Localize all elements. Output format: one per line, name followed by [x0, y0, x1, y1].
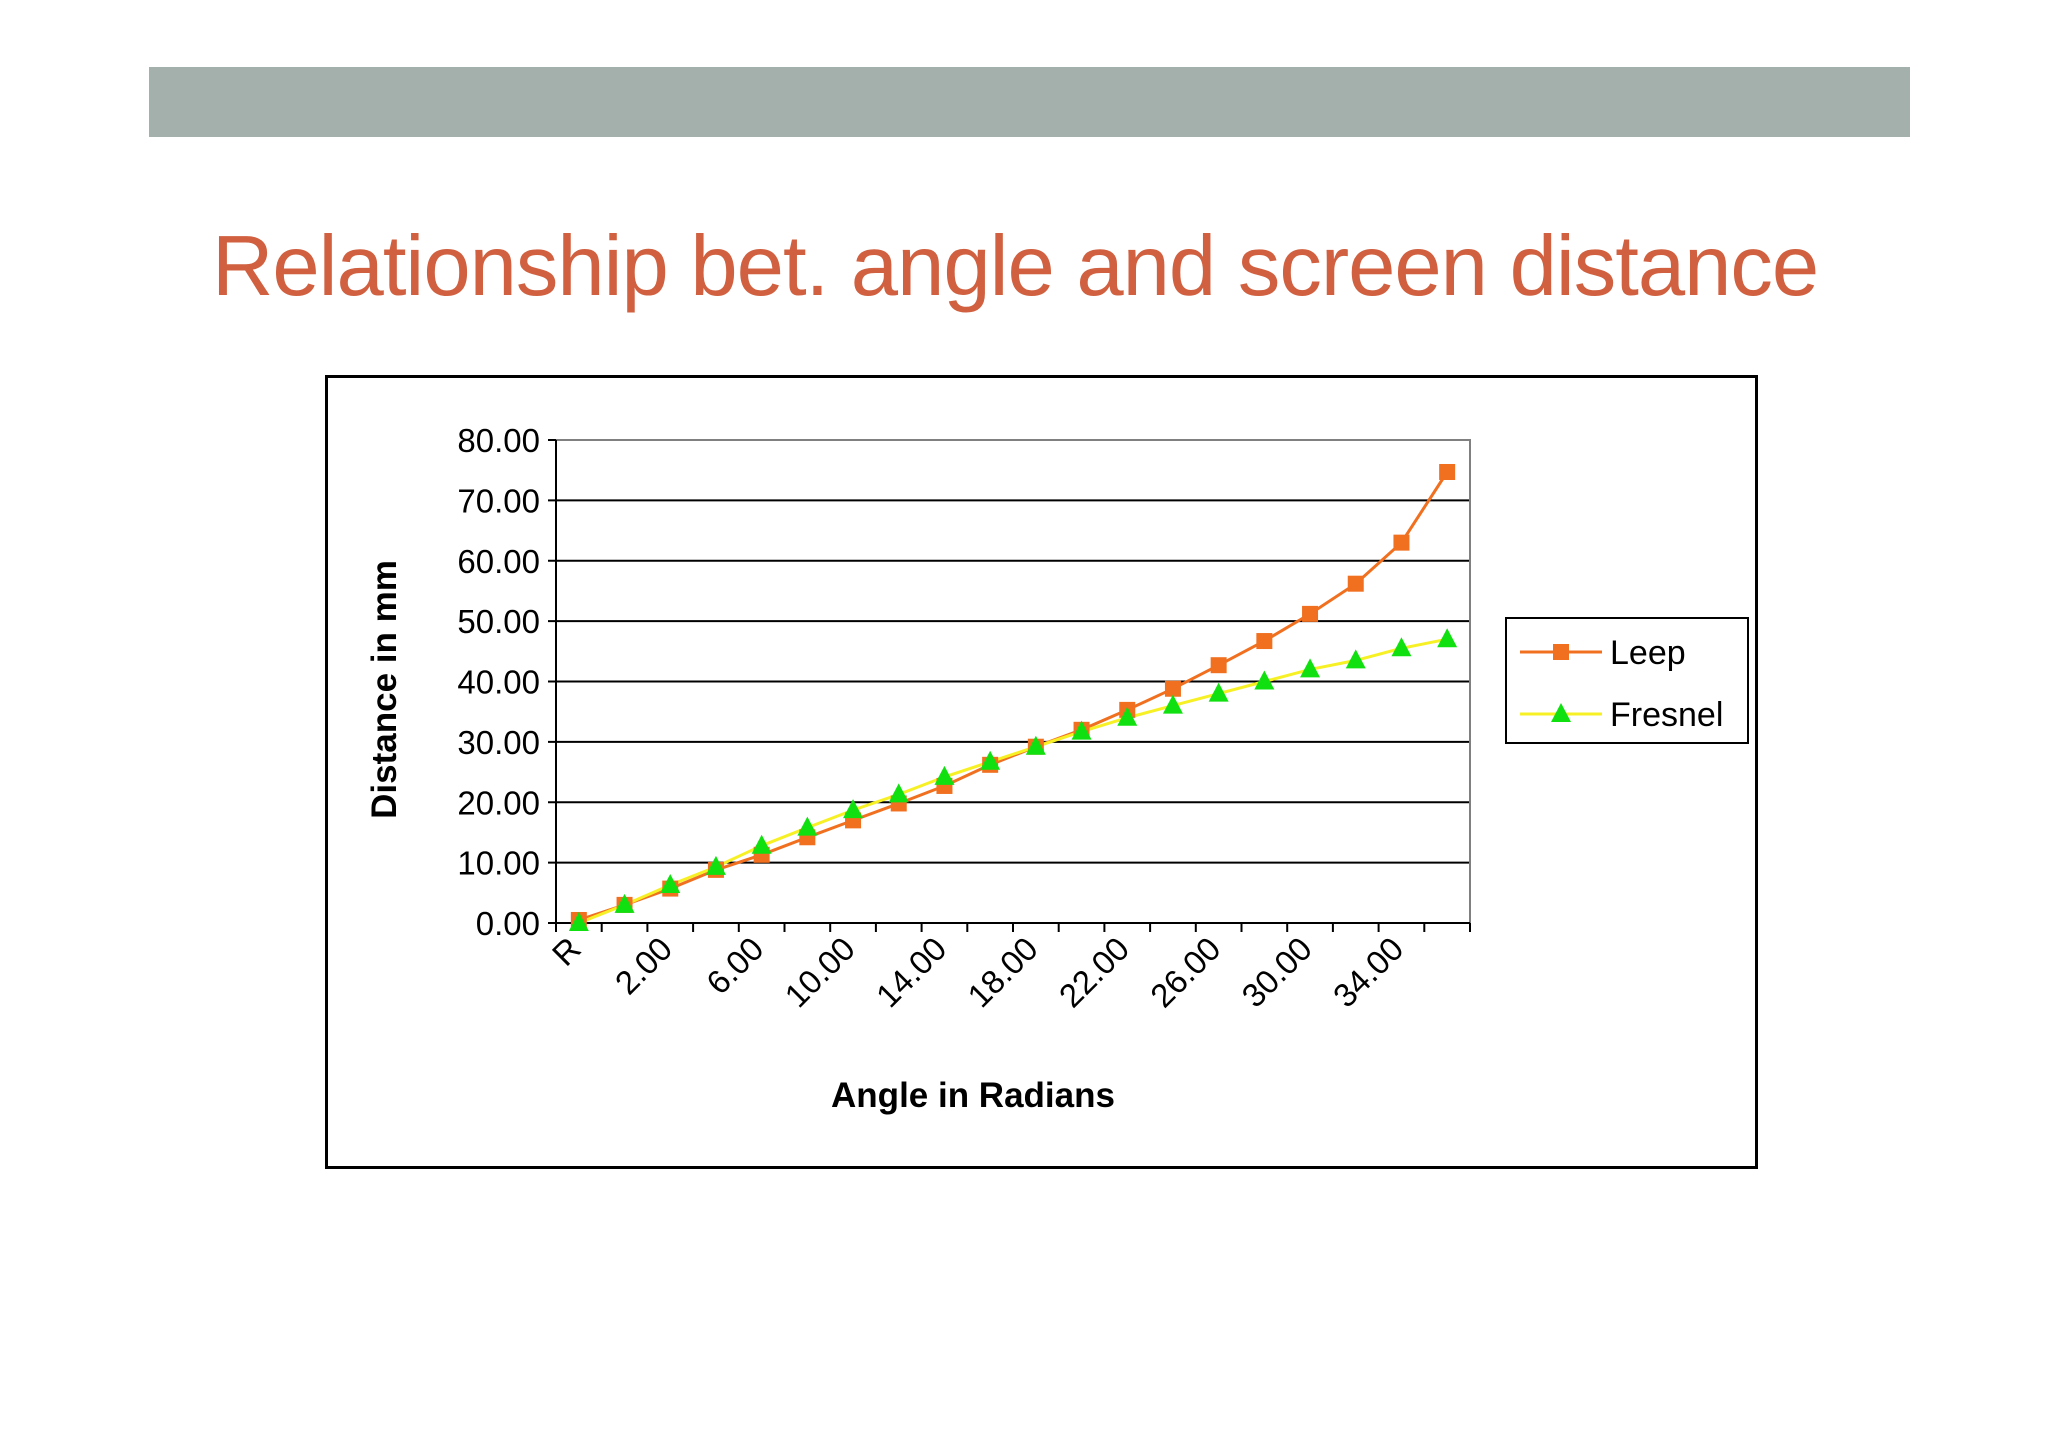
chart-frame: 0.00 10.00 20.00 30.00 40.00 50.00 60.00 70.00 8…	[325, 375, 1758, 1169]
point-leep	[1393, 534, 1410, 551]
legend-marker	[1551, 703, 1571, 722]
x-axis-title: Angle in Radians	[831, 1076, 1115, 1115]
point-fresnel	[660, 873, 681, 893]
y-tick-label: 20.00	[457, 784, 540, 821]
x-tick-label: 34.00	[1326, 930, 1411, 1015]
point-fresnel	[614, 893, 635, 913]
point-fresnel	[1117, 706, 1138, 726]
point-leep	[1256, 633, 1273, 650]
legend	[1505, 617, 1749, 744]
point-fresnel	[568, 912, 589, 931]
point-fresnel	[1300, 658, 1321, 678]
point-fresnel	[934, 765, 955, 785]
point-leep	[1347, 575, 1364, 592]
point-fresnel	[843, 799, 864, 819]
point-leep	[1164, 680, 1181, 697]
y-tick-label: 0.00	[476, 905, 540, 942]
x-tick-label: 30.00	[1234, 930, 1319, 1015]
point-fresnel	[980, 750, 1001, 770]
x-tick-label: 6.00	[699, 930, 771, 1002]
y-tick-label: 80.00	[457, 422, 540, 459]
x-tick-label: 10.00	[777, 930, 862, 1015]
point-fresnel	[1345, 649, 1366, 669]
x-tick-label: 22.00	[1052, 930, 1137, 1015]
y-tick-label: 70.00	[457, 482, 540, 519]
y-tick-label: 10.00	[457, 845, 540, 882]
point-fresnel	[888, 783, 909, 803]
legend-label-fresnel: Fresnel	[1610, 696, 1723, 734]
point-fresnel	[1208, 682, 1229, 702]
point-fresnel	[751, 834, 772, 854]
slide-title: Relationship bet. angle and screen dista…	[212, 219, 1819, 314]
y-tick-label: 40.00	[457, 664, 540, 701]
x-tick-label: R	[545, 930, 588, 973]
x-tick-label: 18.00	[960, 930, 1045, 1015]
point-fresnel	[1071, 720, 1092, 740]
y-tick-label: 50.00	[457, 603, 540, 640]
point-fresnel	[705, 855, 726, 875]
point-leep	[1439, 463, 1456, 480]
point-fresnel	[1391, 637, 1412, 657]
line-chart: 0.00 10.00 20.00 30.00 40.00 50.00 60.00 70.00 8…	[365, 422, 1749, 1115]
y-tick-label: 60.00	[457, 543, 540, 580]
legend-marker	[1553, 644, 1569, 660]
series-line-leep	[578, 471, 1449, 922]
x-tick-label: 26.00	[1143, 930, 1228, 1015]
y-tick-label: 30.00	[457, 724, 540, 761]
point-leep	[1302, 605, 1319, 622]
point-leep	[1210, 657, 1227, 674]
point-fresnel	[1162, 694, 1183, 714]
point-fresnel	[797, 816, 818, 836]
point-fresnel	[1437, 628, 1458, 648]
x-tick-label: 2.00	[608, 930, 680, 1002]
legend-label-leep: Leep	[1610, 634, 1686, 672]
point-fresnel	[1254, 670, 1275, 690]
y-axis-title: Distance in mm	[365, 560, 404, 819]
point-fresnel	[1025, 735, 1046, 755]
x-tick-label: 14.00	[869, 930, 954, 1015]
header-band	[149, 67, 1910, 137]
